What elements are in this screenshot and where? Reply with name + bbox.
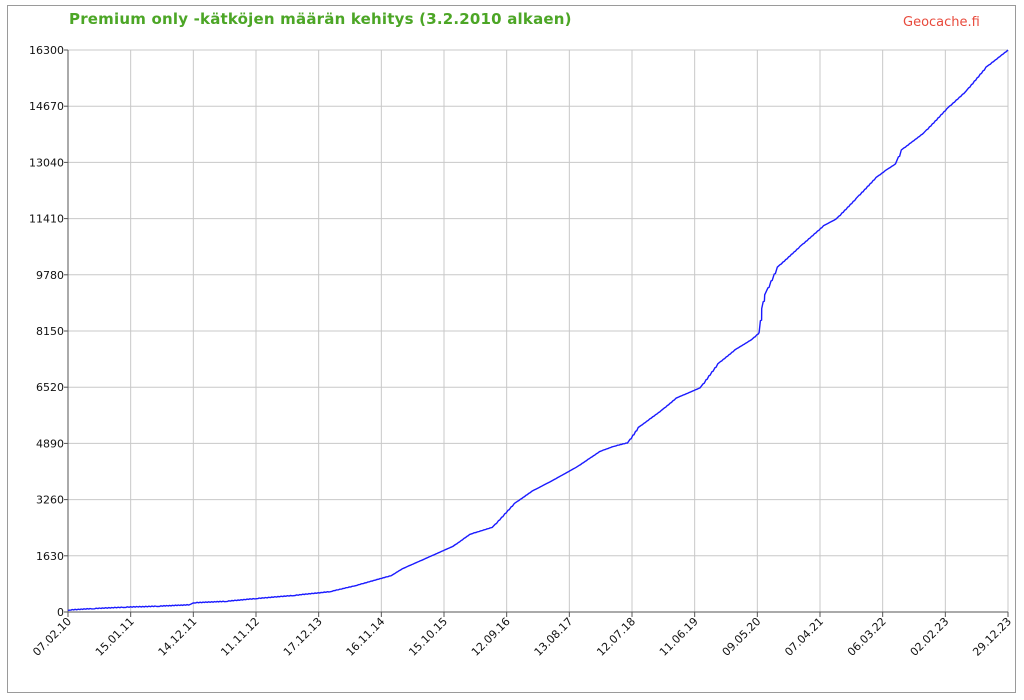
x-tick-label: 16.11.14 [344, 615, 388, 659]
y-tick-label: 3260 [36, 494, 64, 507]
x-tick-label: 29.12.23 [970, 615, 1014, 659]
x-tick-label: 07.02.10 [30, 615, 74, 659]
x-tick-label: 02.02.23 [908, 615, 952, 659]
y-tick-label: 8150 [36, 325, 64, 338]
y-tick-label: 14670 [29, 100, 64, 113]
series-line [67, 49, 1009, 611]
y-tick-label: 4890 [36, 437, 64, 450]
y-tick-label: 11410 [29, 213, 64, 226]
y-tick-label: 13040 [29, 156, 64, 169]
x-tick-label: 15.10.15 [406, 615, 450, 659]
y-axis-tick-labels: 0 1630 3260 4890 6520 8150 9780 11410 13040 14670… [29, 44, 64, 619]
x-tick-label: 12.09.16 [469, 615, 513, 659]
horizontal-gridlines [68, 49, 1008, 613]
x-tick-label: 17.12.13 [281, 615, 325, 659]
chart-title: Premium only -kätköjen määrän kehitys (3… [69, 10, 572, 28]
chart-frame [7, 5, 1016, 693]
x-axis-tick-labels: 07.02.10 15.01.11 14.12.11 11.11.12 17.12.13… [30, 615, 1014, 659]
y-tick-label: 1630 [36, 550, 64, 563]
x-tick-label: 13.08.17 [532, 615, 576, 659]
y-tick-label: 0 [57, 606, 64, 619]
x-tick-label: 07.04.21 [782, 615, 826, 659]
x-tick-label: 11.11.12 [218, 615, 262, 659]
x-tick-label: 12.07.18 [594, 615, 638, 659]
axes [64, 49, 1009, 617]
y-tick-label: 9780 [36, 269, 64, 282]
x-tick-label: 14.12.11 [156, 615, 200, 659]
x-tick-label: 09.05.20 [720, 615, 764, 659]
y-tick-label: 16300 [29, 44, 64, 57]
x-tick-label: 15.01.11 [93, 615, 137, 659]
x-tick-label: 06.03.22 [845, 615, 889, 659]
x-tick-label: 11.06.19 [657, 615, 701, 659]
series-group [67, 49, 1009, 611]
brand-link[interactable]: Geocache.fi [903, 15, 980, 30]
y-tick-label: 6520 [36, 381, 64, 394]
